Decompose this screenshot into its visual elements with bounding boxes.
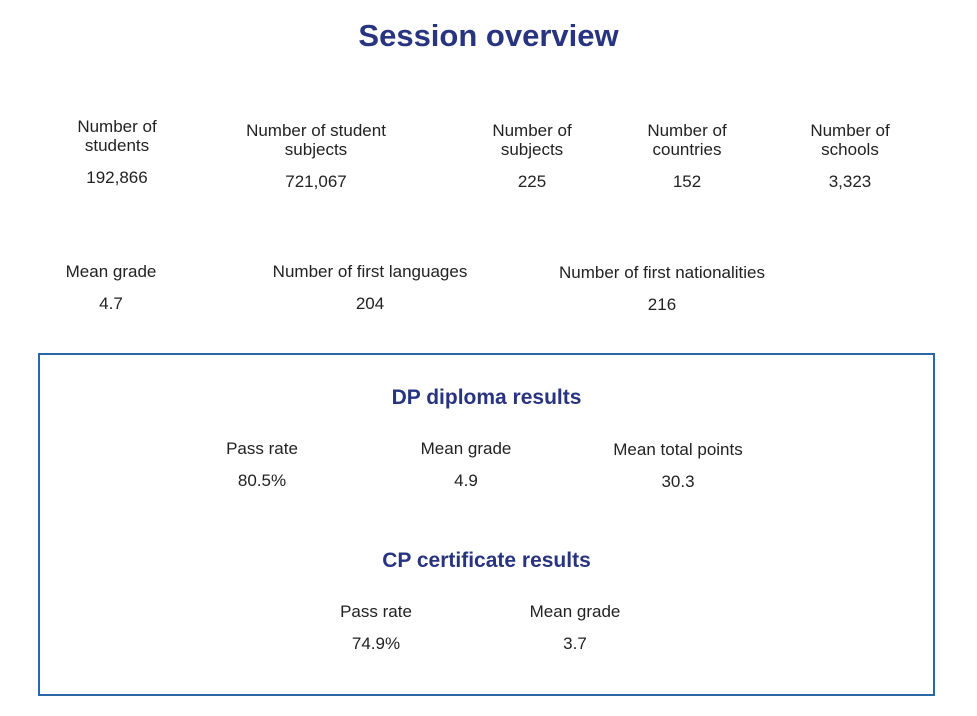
stat-value: 80.5% xyxy=(237,471,287,490)
stat-value: 30.3 xyxy=(661,472,695,491)
stat-number-of-schools: Number of schools 3,323 xyxy=(810,121,889,191)
stat-value: 3,323 xyxy=(828,172,872,191)
stat-mean-grade: Mean grade 4.7 xyxy=(66,262,157,313)
stat-cp-mean-grade: Mean grade 3.7 xyxy=(530,602,621,653)
stat-value: 4.7 xyxy=(99,294,123,313)
stat-value: 721,067 xyxy=(285,172,347,191)
stat-dp-pass-rate: Pass rate 80.5% xyxy=(226,439,298,490)
stat-number-of-subjects: Number of subjects 225 xyxy=(492,121,571,191)
stat-label: Mean total points xyxy=(613,440,743,459)
stat-value: 204 xyxy=(355,294,385,313)
stat-label: Number of first nationalities xyxy=(559,263,765,282)
stat-value: 192,866 xyxy=(86,168,148,187)
stat-value: 74.9% xyxy=(351,634,401,653)
stat-cp-pass-rate: Pass rate 74.9% xyxy=(340,602,412,653)
stat-label: Pass rate xyxy=(226,439,298,458)
stat-number-of-student-subjects: Number of student subjects 721,067 xyxy=(246,121,386,191)
stat-value: 4.9 xyxy=(454,471,478,490)
stat-label: Number of schools xyxy=(810,121,890,159)
stat-number-of-countries: Number of countries 152 xyxy=(647,121,726,191)
stat-label: Number of student subjects xyxy=(246,121,386,159)
dp-results-title: DP diploma results xyxy=(391,386,582,409)
stat-label: Number of countries xyxy=(647,121,727,159)
stat-value: 3.7 xyxy=(563,634,587,653)
page-title: Session overview xyxy=(358,18,619,53)
stat-number-of-students: Number of students 192,866 xyxy=(77,117,156,187)
results-box: DP diploma results Pass rate 80.5% Mean … xyxy=(38,353,935,696)
stat-label: Mean grade xyxy=(420,439,512,458)
stat-label: Number of first languages xyxy=(272,262,468,281)
stat-dp-mean-grade: Mean grade 4.9 xyxy=(421,439,512,490)
stat-value: 216 xyxy=(647,295,677,314)
stat-label: Mean grade xyxy=(65,262,157,281)
stat-label: Number of students xyxy=(77,117,157,155)
stat-label: Pass rate xyxy=(340,602,412,621)
stat-number-of-first-nationalities: Number of first nationalities 216 xyxy=(559,263,765,314)
stat-number-of-first-languages: Number of first languages 204 xyxy=(273,262,468,313)
stat-label: Number of subjects xyxy=(492,121,572,159)
stat-value: 152 xyxy=(672,172,702,191)
stat-value: 225 xyxy=(517,172,547,191)
cp-results-title: CP certificate results xyxy=(382,549,591,572)
stat-label: Mean grade xyxy=(529,602,621,621)
stat-dp-mean-total-points: Mean total points 30.3 xyxy=(613,440,742,491)
